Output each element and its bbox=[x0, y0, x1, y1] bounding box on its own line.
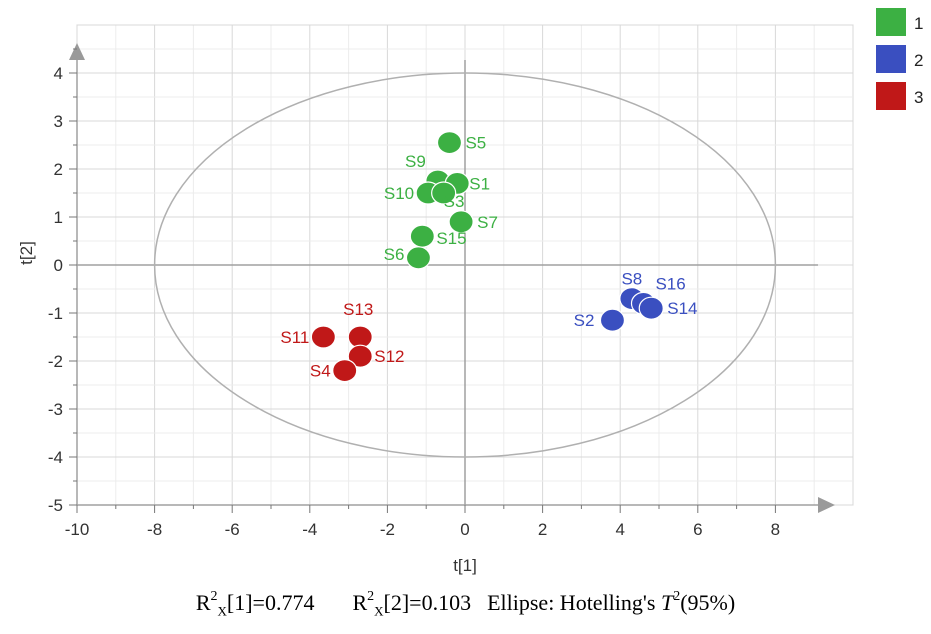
data-point-s4 bbox=[332, 359, 358, 383]
x-tick-label: 2 bbox=[538, 520, 547, 539]
data-point-s12 bbox=[347, 344, 373, 368]
x-tick-label: -4 bbox=[302, 520, 317, 539]
y-tick-label: 1 bbox=[54, 208, 63, 227]
x-tick-label: -6 bbox=[225, 520, 240, 539]
r2x1-sup: 2 bbox=[210, 588, 218, 604]
x-tick-label: 8 bbox=[771, 520, 780, 539]
r2x1-prefix: R bbox=[195, 590, 211, 615]
legend-label-2: 2 bbox=[914, 51, 923, 70]
point-label-s1: S1 bbox=[469, 174, 490, 193]
legend-label-3: 3 bbox=[914, 88, 923, 107]
legend-swatch-1 bbox=[876, 8, 906, 36]
data-point-s5 bbox=[436, 131, 463, 155]
legend-swatch-3 bbox=[876, 82, 906, 110]
x-tick-label: 6 bbox=[693, 520, 702, 539]
ellipse-note: Ellipse: Hotelling's T2(95%) bbox=[487, 588, 736, 616]
chart-svg: -10 -8 -6 -4 -2 0 2 4 6 8 4 3 2 1 0 -1 -2 -3 -4 -5 t[1] t[2] S… bbox=[17, 8, 923, 575]
data-point-s7 bbox=[448, 210, 474, 234]
y-tick-label: -5 bbox=[48, 496, 63, 515]
y-tick-label: 0 bbox=[54, 256, 63, 275]
y-tick-label: 2 bbox=[54, 160, 63, 179]
point-label-s8: S8 bbox=[621, 270, 642, 289]
point-label-s7: S7 bbox=[477, 213, 498, 232]
r2x2-sub: X bbox=[374, 603, 384, 619]
point-label-s11: S11 bbox=[280, 328, 309, 347]
y-tick-label: 4 bbox=[54, 64, 63, 83]
data-point-s6 bbox=[405, 246, 432, 270]
x-tick-label: 4 bbox=[615, 520, 624, 539]
y-tick-label: -4 bbox=[48, 448, 63, 467]
r2x2-prefix: R bbox=[352, 590, 368, 615]
model-statistics-footer: R2X[1]=0.774 R2X[2]=0.103 Ellipse: Hotelli… bbox=[0, 588, 931, 619]
point-label-s16: S16 bbox=[655, 274, 685, 293]
r2x1-value: [1]=0.774 bbox=[226, 590, 315, 615]
x-tick-label: 0 bbox=[460, 520, 469, 539]
x-tick-label: -8 bbox=[147, 520, 162, 539]
legend-label-1: 1 bbox=[914, 14, 923, 33]
point-label-s3: S3 bbox=[444, 192, 465, 211]
data-point-s11 bbox=[310, 325, 336, 349]
point-label-s9: S9 bbox=[405, 152, 426, 171]
r2x2-sup: 2 bbox=[367, 588, 375, 604]
series-2: S8 S16 S14 S2 bbox=[574, 270, 697, 332]
y-tick-label: -3 bbox=[48, 400, 63, 419]
legend-swatch-2 bbox=[876, 45, 906, 73]
y-tick-label: -2 bbox=[48, 352, 63, 371]
point-label-s13: S13 bbox=[343, 300, 373, 319]
point-label-s12: S12 bbox=[374, 347, 404, 366]
data-point-s2 bbox=[599, 308, 626, 332]
data-point-s14 bbox=[638, 296, 664, 320]
t2-value: (95%) bbox=[680, 590, 736, 615]
ellipse-text: Ellipse: Hotelling's bbox=[487, 590, 656, 615]
r2x1-stat: R2X[1]=0.774 bbox=[195, 588, 315, 619]
y-axis-label: t[2] bbox=[17, 241, 36, 265]
series-3: S11 S13 S12 S4 bbox=[280, 300, 404, 383]
y-tick-label: -1 bbox=[48, 304, 63, 323]
point-label-s2: S2 bbox=[574, 311, 595, 330]
r2x1-sub: X bbox=[217, 603, 227, 619]
t2-symbol: T bbox=[660, 590, 674, 615]
point-label-s5: S5 bbox=[465, 134, 486, 153]
x-axis-arrow bbox=[818, 497, 835, 513]
point-label-s4: S4 bbox=[310, 362, 331, 381]
r2x2-value: [2]=0.103 bbox=[383, 590, 472, 615]
point-label-s10: S10 bbox=[384, 184, 414, 203]
x-axis-label: t[1] bbox=[453, 556, 477, 575]
point-label-s15: S15 bbox=[436, 229, 466, 248]
data-point-s3 bbox=[431, 181, 457, 205]
x-tick-label: -2 bbox=[380, 520, 395, 539]
y-axis-arrow bbox=[69, 43, 85, 60]
data-point-s15 bbox=[409, 224, 435, 248]
x-tick-label: -10 bbox=[65, 520, 90, 539]
r2x2-stat: R2X[2]=0.103 bbox=[352, 588, 472, 619]
y-tick-label: 3 bbox=[54, 112, 63, 131]
t2-sup: 2 bbox=[673, 588, 681, 604]
hotelling-ellipse bbox=[153, 72, 777, 458]
series-1: S5 S9 S1 S10 S3 S7 S15 S6 bbox=[384, 131, 498, 270]
point-label-s6: S6 bbox=[384, 245, 405, 264]
point-label-s14: S14 bbox=[667, 299, 697, 318]
